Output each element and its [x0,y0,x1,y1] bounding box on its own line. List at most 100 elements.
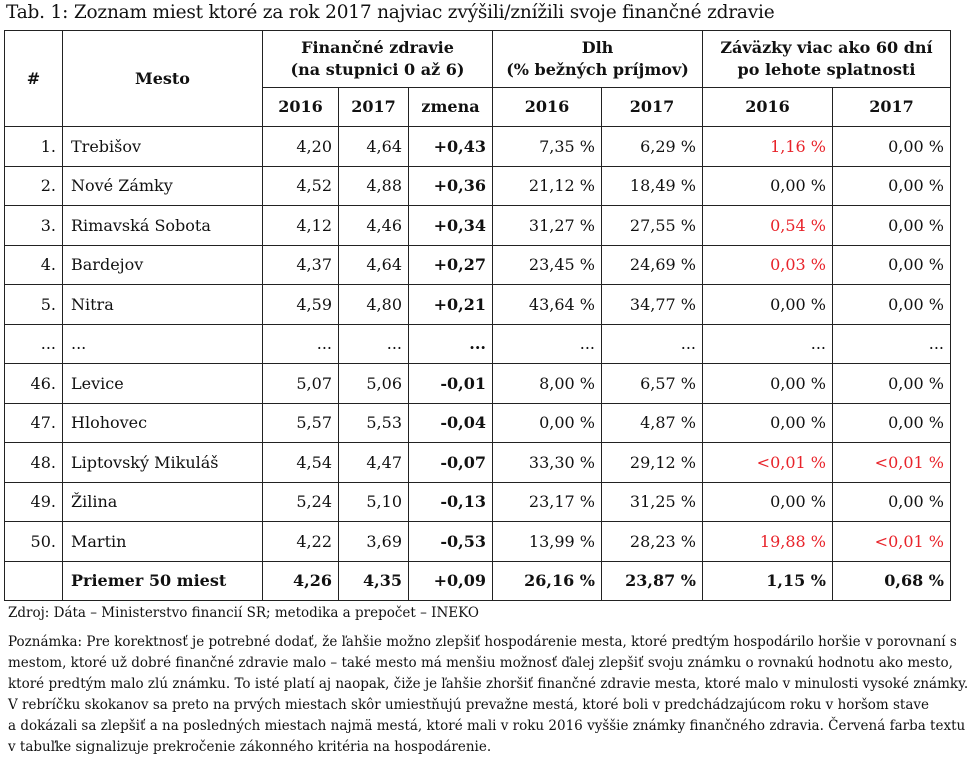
header-liabilities: Záväzky viac ako 60 dní po lehote splatn… [702,30,951,88]
row-liab-2017: <0,01 % [832,521,951,562]
row-debt-2016: 8,00 % [492,363,602,404]
row-health-2016: 4,20 [262,126,339,167]
row-debt-2017: 4,87 % [601,402,703,443]
row-city: Nitra [62,284,263,325]
header-debt: Dlh (% bežných príjmov) [492,30,703,88]
row-liab-2017: 0,00 % [832,126,951,167]
row-liab-2017: 0,00 % [832,284,951,325]
footnote-line: Poznámka: Pre korektnosť je potrebné dod… [8,634,957,650]
row-health-2017: 4,64 [338,244,409,285]
footnote-line: mestom, ktoré už dobré finančné zdravie … [8,655,953,671]
row-liab-2017: <0,01 % [832,442,951,483]
header-city: Mesto [62,30,263,127]
summary-health-2017: 4,35 [338,560,409,601]
table-row: 1. Trebišov 4,20 4,64 +0,43 7,35 % 6,29 % 1,16 … [4,126,951,167]
row-debt-2016: 7,35 % [492,126,602,167]
summary-health-2016: 4,26 [262,560,339,601]
row-rank: 4. [4,244,63,285]
row-health-change: +0,27 [408,244,493,285]
row-health-2017: 4,64 [338,126,409,167]
header-row-years: 2016 2017 zmena 2016 2017 2016 2017 [5,87,951,127]
table-row: 5. Nitra 4,59 4,80 +0,21 43,64 % 34,77 % 0,00 %… [4,284,951,325]
row-health-2017: 4,46 [338,205,409,246]
row-debt-2017: 34,77 % [601,284,703,325]
row-rank: 1. [4,126,63,167]
city-finance-table: # Mesto Finančné zdravie (na stupnici 0 … [4,30,951,601]
header-health: Finančné zdravie (na stupnici 0 až 6) [262,30,493,88]
header-liab-line1: Záväzky viac ako 60 dní [720,38,933,57]
header-debt-2016: 2016 [492,87,602,127]
row-health-2016: 4,22 [262,521,339,562]
row-debt-2017: 18,49 % [601,165,703,206]
header-debt-line1: Dlh [581,38,614,57]
summary-health-change: +0,09 [408,560,493,601]
row-rank: ... [4,323,63,364]
row-debt-2016: 0,00 % [492,402,602,443]
table-row: ........................... [4,323,951,364]
row-health-change: +0,43 [408,126,493,167]
row-health-change: +0,21 [408,284,493,325]
row-health-2017: 5,06 [338,363,409,404]
row-liab-2016: 0,00 % [702,481,833,522]
row-health-2016: ... [262,323,339,364]
row-health-change: -0,04 [408,402,493,443]
row-rank: 5. [4,284,63,325]
row-city: Rimavská Sobota [62,205,263,246]
row-health-change: -0,01 [408,363,493,404]
row-debt-2016: ... [492,323,602,364]
row-rank: 47. [4,402,63,443]
row-health-change: -0,13 [408,481,493,522]
row-health-2017: 3,69 [338,521,409,562]
row-health-2017: 4,80 [338,284,409,325]
row-city: Liptovský Mikuláš [62,442,263,483]
row-health-2017: 5,53 [338,402,409,443]
row-rank: 46. [4,363,63,404]
row-city: Bardejov [62,244,263,285]
row-liab-2016: 0,00 % [702,363,833,404]
row-debt-2016: 33,30 % [492,442,602,483]
row-health-change: +0,34 [408,205,493,246]
row-city: Trebišov [62,126,263,167]
row-liab-2017: 0,00 % [832,402,951,443]
row-liab-2016: 19,88 % [702,521,833,562]
header-health-line1: Finančné zdravie [301,38,454,57]
row-liab-2017: 0,00 % [832,244,951,285]
row-health-change: +0,36 [408,165,493,206]
row-city: Žilina [62,481,263,522]
row-debt-2017: 31,25 % [601,481,703,522]
footnote-line: ktoré predtým malo zlú známku. To isté p… [8,676,969,692]
table-row: 49. Žilina 5,24 5,10 -0,13 23,17 % 31,25 % 0,00… [4,481,951,522]
header-health-line2: (na stupnici 0 až 6) [290,60,465,79]
row-health-2017: 5,10 [338,481,409,522]
row-debt-2016: 23,45 % [492,244,602,285]
footnote: Poznámka: Pre korektnosť je potrebné dod… [8,632,969,758]
row-debt-2016: 43,64 % [492,284,602,325]
row-liab-2017: 0,00 % [832,165,951,206]
row-debt-2017: 24,69 % [601,244,703,285]
row-liab-2017: ... [832,323,951,364]
header-row-groups: # Mesto Finančné zdravie (na stupnici 0 … [4,30,951,127]
summary-label: Priemer 50 miest [62,560,263,601]
table-row: 4. Bardejov 4,37 4,64 +0,27 23,45 % 24,69 % 0,0… [4,244,951,285]
row-liab-2016: 0,00 % [702,284,833,325]
row-city: Nové Zámky [62,165,263,206]
row-health-2017: 4,47 [338,442,409,483]
row-debt-2017: 6,29 % [601,126,703,167]
row-rank: 2. [4,165,63,206]
row-liab-2016: ... [702,323,833,364]
header-health-2017: 2017 [338,87,409,127]
table-row: 50. Martin 4,22 3,69 -0,53 13,99 % 28,23 % 19,8… [4,521,951,562]
row-debt-2016: 21,12 % [492,165,602,206]
row-health-2016: 4,59 [262,284,339,325]
table-row: 48. Liptovský Mikuláš 4,54 4,47 -0,07 33,30 %… [4,442,951,483]
row-liab-2016: 0,54 % [702,205,833,246]
row-debt-2016: 13,99 % [492,521,602,562]
footnote-line: v tabuľke signalizuje prekročenie zákonn… [8,739,492,755]
row-city: Martin [62,521,263,562]
row-liab-2016: 0,00 % [702,165,833,206]
summary-liab-2017: 0,68 % [832,560,951,601]
header-liab-2017: 2017 [832,87,951,127]
row-debt-2017: 28,23 % [601,521,703,562]
header-health-change: zmena [408,87,493,127]
row-city: ... [62,323,263,364]
